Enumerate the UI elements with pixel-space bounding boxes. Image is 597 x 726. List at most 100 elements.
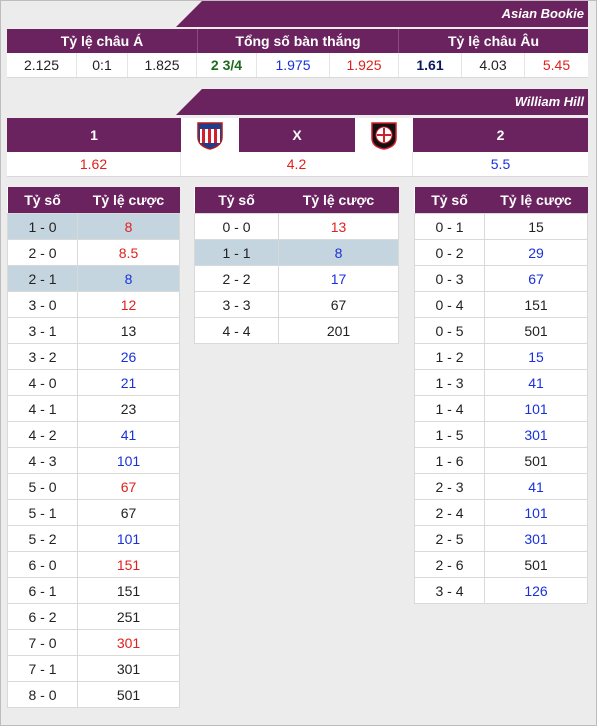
score-odd: 101 bbox=[77, 447, 180, 474]
score-odd: 301 bbox=[77, 655, 180, 682]
scoreline: 1 - 2 bbox=[414, 343, 485, 370]
odds-column-header: Tỷ lệ cược bbox=[484, 187, 588, 214]
scoreline: 1 - 5 bbox=[414, 421, 485, 448]
scoreline: 4 - 2 bbox=[7, 421, 78, 448]
scoreline: 6 - 1 bbox=[7, 577, 78, 604]
score-odd: 67 bbox=[278, 291, 399, 318]
score-odd: 15 bbox=[484, 213, 588, 240]
score-odd: 8 bbox=[77, 265, 180, 292]
william-hill-banner: William Hill bbox=[176, 89, 588, 115]
score-row: 2 - 2 17 bbox=[194, 265, 399, 292]
score-row: 3 - 4 126 bbox=[414, 577, 588, 604]
score-row: 1 - 5 301 bbox=[414, 421, 588, 448]
score-row: 5 - 0 67 bbox=[7, 473, 180, 500]
score-row: 4 - 0 21 bbox=[7, 369, 180, 396]
score-row: 3 - 3 67 bbox=[194, 291, 399, 318]
total-over-odd: 1.975 bbox=[257, 53, 330, 77]
scoreline: 6 - 2 bbox=[7, 603, 78, 630]
home-win-odd: 1.62 bbox=[7, 152, 181, 176]
total-goals-line: 2 3/4 bbox=[197, 53, 257, 77]
score-row: 4 - 1 23 bbox=[7, 395, 180, 422]
draw-label: X bbox=[239, 118, 355, 152]
score-odd: 8 bbox=[278, 239, 399, 266]
odds-column-header: Tỷ lệ cược bbox=[278, 187, 399, 214]
score-odd: 67 bbox=[77, 499, 180, 526]
score-row: 4 - 2 41 bbox=[7, 421, 180, 448]
asian-odds-section: Tỷ lệ châu Á Tổng số bàn thắng Tỷ lệ châ… bbox=[7, 29, 588, 78]
score-row: 0 - 5 501 bbox=[414, 317, 588, 344]
scoreline: 7 - 1 bbox=[7, 655, 78, 682]
eu-home-odd: 1.61 bbox=[399, 53, 462, 77]
scoreline: 1 - 0 bbox=[7, 213, 78, 240]
scoreline: 0 - 4 bbox=[414, 291, 485, 318]
score-odd: 301 bbox=[484, 421, 588, 448]
score-row: 5 - 1 67 bbox=[7, 499, 180, 526]
score-odd: 29 bbox=[484, 239, 588, 266]
asian-home-odd: 2.125 bbox=[7, 53, 77, 77]
score-odd: 41 bbox=[484, 473, 588, 500]
scoreline: 5 - 1 bbox=[7, 499, 78, 526]
draw-odd: 4.2 bbox=[181, 152, 413, 176]
score-odd: 151 bbox=[77, 551, 180, 578]
score-row: 2 - 4 101 bbox=[414, 499, 588, 526]
score-row: 0 - 2 29 bbox=[414, 239, 588, 266]
score-row: 4 - 3 101 bbox=[7, 447, 180, 474]
score-odd: 201 bbox=[278, 317, 399, 344]
score-odd: 501 bbox=[484, 317, 588, 344]
william-hill-values: 1.62 4.2 5.5 bbox=[7, 152, 588, 177]
score-row: 2 - 5 301 bbox=[414, 525, 588, 552]
score-odd: 501 bbox=[484, 551, 588, 578]
total-goals-header: Tổng số bàn thắng bbox=[197, 29, 399, 53]
scoreline: 2 - 4 bbox=[414, 499, 485, 526]
home-win-label: 1 bbox=[7, 118, 181, 152]
score-row: 2 - 6 501 bbox=[414, 551, 588, 578]
score-odd: 41 bbox=[77, 421, 180, 448]
scoreline: 3 - 1 bbox=[7, 317, 78, 344]
scoreline: 3 - 2 bbox=[7, 343, 78, 370]
score-odd: 23 bbox=[77, 395, 180, 422]
scoreline: 6 - 0 bbox=[7, 551, 78, 578]
scoreline: 4 - 0 bbox=[7, 369, 78, 396]
atletico-madrid-crest-icon bbox=[197, 122, 223, 150]
score-odd: 13 bbox=[77, 317, 180, 344]
score-odd: 301 bbox=[484, 525, 588, 552]
scoreline: 2 - 2 bbox=[194, 265, 279, 292]
total-under-odd: 1.925 bbox=[330, 53, 399, 77]
scoreline: 8 - 0 bbox=[7, 681, 78, 708]
score-odd: 151 bbox=[77, 577, 180, 604]
score-column-header: Tỷ số bbox=[7, 187, 78, 214]
odds-column-header: Tỷ lệ cược bbox=[77, 187, 180, 214]
score-row: 1 - 2 15 bbox=[414, 343, 588, 370]
away-team-logo bbox=[355, 118, 413, 152]
eu-away-odd: 5.45 bbox=[542, 57, 571, 73]
score-row: 6 - 2 251 bbox=[7, 603, 180, 630]
score-row: 0 - 4 151 bbox=[414, 291, 588, 318]
score-row: 0 - 1 15 bbox=[414, 213, 588, 240]
score-row: 6 - 1 151 bbox=[7, 577, 180, 604]
score-row: 0 - 3 67 bbox=[414, 265, 588, 292]
score-row: 2 - 3 41 bbox=[414, 473, 588, 500]
scoreline: 2 - 5 bbox=[414, 525, 485, 552]
scoreline: 5 - 2 bbox=[7, 525, 78, 552]
score-odd: 13 bbox=[278, 213, 399, 240]
score-odd: 67 bbox=[77, 473, 180, 500]
score-odd: 101 bbox=[484, 395, 588, 422]
william-hill-header: 1 X 2 bbox=[7, 118, 588, 152]
scoreline: 0 - 3 bbox=[414, 265, 485, 292]
score-odd: 12 bbox=[77, 291, 180, 318]
asian-away-odd: 1.825 bbox=[128, 53, 197, 77]
score-odd: 251 bbox=[77, 603, 180, 630]
score-odd: 301 bbox=[77, 629, 180, 656]
asian-handicap-header: Tỷ lệ châu Á bbox=[60, 33, 144, 49]
scoreline: 7 - 0 bbox=[7, 629, 78, 656]
score-odd: 67 bbox=[484, 265, 588, 292]
scoreline: 5 - 0 bbox=[7, 473, 78, 500]
score-row: 7 - 0 301 bbox=[7, 629, 180, 656]
score-row: 1 - 4 101 bbox=[414, 395, 588, 422]
score-row: 1 - 3 41 bbox=[414, 369, 588, 396]
score-column-header: Tỷ số bbox=[194, 187, 279, 214]
